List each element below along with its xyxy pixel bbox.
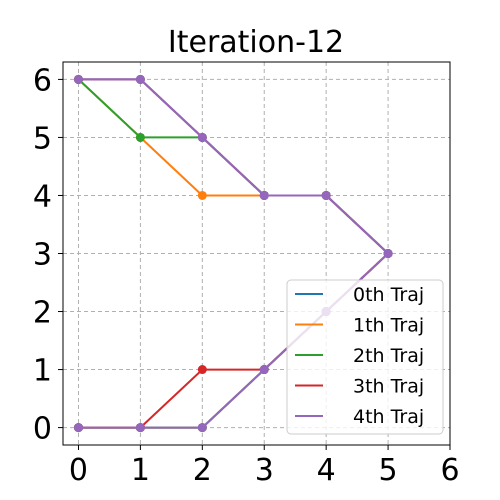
x-tick-label: 6 [440, 453, 459, 488]
data-point [259, 365, 269, 375]
data-point [197, 190, 207, 200]
x-tick-label: 3 [255, 453, 274, 488]
y-tick-label: 2 [33, 296, 52, 331]
data-point [135, 423, 145, 433]
y-tick-label: 1 [33, 354, 52, 389]
data-point [197, 132, 207, 142]
series-4 [73, 74, 393, 433]
x-tick-label: 2 [193, 453, 212, 488]
y-tick-label: 4 [33, 179, 52, 214]
data-point [73, 423, 83, 433]
data-point [197, 423, 207, 433]
legend: 0th Traj 1th Traj 2th Traj 3th Traj 4th Traj [286, 279, 444, 435]
legend-label: 3th Traj [353, 376, 424, 398]
series-layer [73, 74, 393, 433]
y-tick-label: 0 [33, 412, 52, 447]
x-tick-label: 5 [379, 453, 398, 488]
x-tick-label: 1 [131, 453, 150, 488]
y-tick-label: 5 [33, 121, 52, 156]
data-point [383, 249, 393, 258]
legend-box [286, 279, 444, 435]
data-point [135, 132, 145, 142]
legend-label: 1th Traj [353, 315, 424, 337]
chart-title: Iteration-12 [168, 25, 344, 60]
y-tick-label: 6 [33, 63, 52, 98]
axis-ticks: 0 1 2 3 4 5 6 0 1 2 3 4 5 6 [33, 63, 460, 488]
x-tick-label: 4 [317, 453, 336, 488]
legend-label: 0th Traj [353, 284, 424, 306]
data-point [197, 365, 207, 375]
legend-label: 4th Traj [353, 406, 424, 428]
legend-label: 2th Traj [353, 345, 424, 367]
data-point [135, 74, 145, 84]
data-point [321, 190, 331, 200]
y-tick-label: 3 [33, 238, 52, 273]
data-point [73, 74, 83, 84]
data-point [259, 190, 269, 200]
x-tick-label: 0 [69, 453, 88, 488]
